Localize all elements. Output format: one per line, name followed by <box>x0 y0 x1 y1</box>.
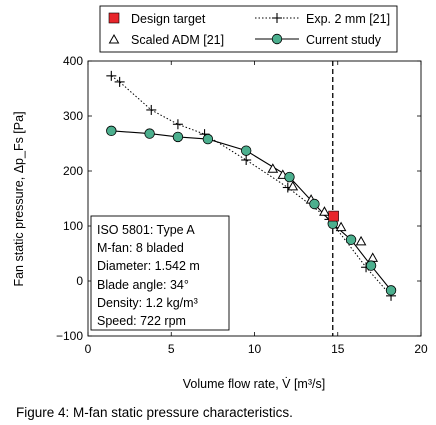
x-tick-label: 0 <box>85 342 92 356</box>
x-axis-label: Volume flow rate, V̇ [m³/s] <box>183 377 325 391</box>
x-tick-label: 10 <box>248 342 262 356</box>
current-study-data-point <box>202 133 214 145</box>
adm-data-point <box>319 206 330 216</box>
current-study-data-point <box>106 125 117 137</box>
info-line-diameter: Diameter: 1.542 m <box>97 259 200 273</box>
current-study-data-point <box>309 198 320 210</box>
design-target-point <box>328 210 339 222</box>
info-box-frame <box>90 215 230 331</box>
y-tick-label: 400 <box>63 54 83 68</box>
y-axis-label: Fan static pressure, Δp_Fs [Pa] <box>12 111 26 286</box>
y-tick-label: 0 <box>76 274 83 288</box>
legend-current-marker <box>271 33 283 45</box>
legend-exp-marker <box>272 13 282 23</box>
exp-data-point <box>172 119 183 130</box>
y-tick-label: 300 <box>63 109 83 123</box>
current-study-data-point <box>385 285 397 296</box>
adm-data-point <box>367 252 379 262</box>
x-tick-label: 20 <box>414 342 428 356</box>
current-study-data-point <box>144 128 155 139</box>
x-axis-ticks: 0 5 10 15 20 <box>85 61 428 356</box>
current-study-data-point <box>240 145 252 156</box>
current-study-data-point <box>284 171 295 183</box>
info-box: ISO 5801: Type A M-fan: 8 bladed Diamete… <box>90 215 230 331</box>
info-line-fan: M-fan: 8 bladed <box>97 241 184 255</box>
exp-data-point <box>146 104 157 115</box>
legend-current-label: Current study <box>306 33 382 47</box>
legend: Design target Exp. 2 mm [21] Scaled ADM … <box>99 5 398 53</box>
legend-adm-marker <box>108 33 120 44</box>
info-line-standard: ISO 5801: Type A <box>97 223 195 237</box>
series-markers <box>106 70 397 301</box>
adm-data-point <box>355 235 367 246</box>
adm-data-point <box>335 221 347 232</box>
adm-data-point <box>267 163 279 173</box>
current-study-data-point <box>345 234 357 245</box>
info-line-density: Density: 1.2 kg/m³ <box>97 296 198 310</box>
legend-exp-label: Exp. 2 mm [21] <box>306 12 390 26</box>
exp-data-point <box>241 155 252 165</box>
exp-data-point <box>106 70 117 81</box>
figure-caption: Figure 4: M-fan static pressure characte… <box>16 405 293 420</box>
y-tick-label: 200 <box>63 164 83 178</box>
x-tick-label: 5 <box>168 342 175 356</box>
current-study-data-point <box>365 260 377 271</box>
legend-design-target-label: Design target <box>131 12 206 26</box>
legend-frame <box>99 5 398 53</box>
adm-data-point <box>287 180 299 191</box>
current-study-data-point <box>172 131 184 143</box>
y-axis-ticks: −100 0 100 200 300 400 <box>56 54 421 343</box>
info-line-blade-angle: Blade angle: 34° <box>97 278 189 292</box>
y-tick-label: 100 <box>63 219 83 233</box>
y-tick-label: −100 <box>56 329 83 343</box>
info-line-speed: Speed: 722 rpm <box>97 314 186 328</box>
x-tick-label: 15 <box>331 342 345 356</box>
exp-data-point <box>114 76 125 87</box>
legend-design-target-marker <box>108 12 120 24</box>
legend-adm-label: Scaled ADM [21] <box>131 33 224 47</box>
